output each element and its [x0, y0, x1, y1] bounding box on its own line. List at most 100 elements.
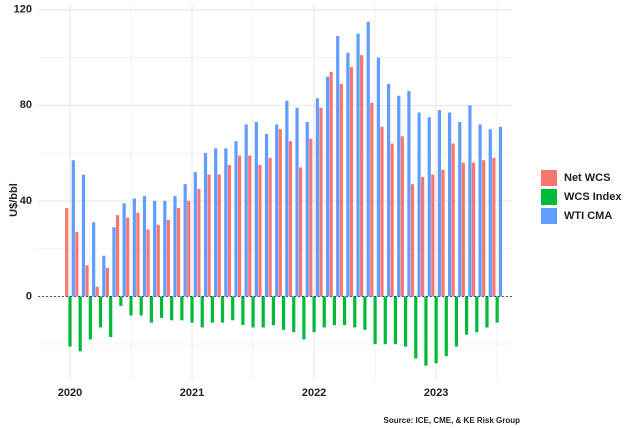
bar: [254, 122, 258, 297]
bar: [363, 296, 367, 330]
y-tick-label: 40: [20, 195, 32, 207]
bar: [299, 167, 303, 297]
bar: [454, 296, 459, 347]
bar: [119, 296, 123, 306]
bar: [71, 160, 75, 297]
bar: [376, 57, 380, 297]
bar: [319, 107, 323, 297]
bar: [380, 126, 384, 297]
bar: [139, 296, 143, 316]
bar: [498, 126, 503, 297]
bar: [309, 138, 313, 297]
bar: [203, 153, 208, 297]
bar: [400, 136, 404, 297]
bar: [421, 176, 425, 297]
bar: [404, 296, 408, 347]
bar: [112, 227, 116, 297]
bar: [275, 124, 279, 297]
bar: [227, 165, 232, 297]
bar: [495, 296, 499, 323]
bar: [132, 198, 136, 297]
legend-swatch: [541, 170, 557, 186]
bar: [417, 112, 421, 297]
bar: [142, 196, 147, 297]
bar: [102, 255, 106, 297]
bar: [85, 265, 89, 297]
bar: [373, 296, 377, 345]
bar: [441, 169, 445, 297]
bar: [292, 296, 296, 333]
bar: [329, 71, 333, 297]
bar: [126, 217, 130, 297]
bar: [434, 296, 438, 364]
bar: [288, 141, 293, 297]
bar: [156, 224, 160, 297]
bar: [237, 155, 242, 297]
bar: [488, 129, 492, 297]
bar: [197, 188, 201, 297]
bar: [180, 296, 184, 321]
bar: [271, 296, 275, 326]
legend-swatch: [541, 208, 557, 224]
bar: [88, 296, 92, 340]
bar: [302, 296, 306, 340]
bar: [115, 215, 120, 297]
bar: [98, 296, 103, 328]
bar: [339, 83, 343, 297]
bar: [210, 296, 214, 323]
bar: [342, 296, 347, 326]
bar: [278, 129, 282, 297]
bar: [349, 67, 354, 297]
bar: [153, 200, 157, 297]
bar: [200, 296, 204, 328]
bar: [325, 76, 330, 297]
y-tick-label: 0: [26, 290, 32, 302]
bar: [261, 296, 265, 328]
bar: [251, 296, 255, 328]
bar: [268, 157, 272, 297]
y-tick-label: 80: [20, 99, 32, 111]
bar: [383, 296, 387, 345]
bar: [315, 98, 319, 297]
bar: [146, 229, 150, 297]
bar: [214, 148, 218, 297]
bar: [414, 296, 418, 359]
y-axis-label: U$/bbl: [8, 183, 20, 217]
bar: [397, 95, 401, 297]
bar: [353, 296, 357, 328]
x-tick-label: 2022: [302, 387, 326, 399]
bar: [295, 107, 299, 297]
bar: [105, 267, 109, 297]
bar: [485, 296, 489, 328]
source-note: Source: ICE, CME, & KE Risk Group: [384, 416, 521, 425]
bar: [166, 219, 170, 297]
y-tick-label: 120: [14, 4, 32, 16]
bar: [447, 112, 452, 297]
bar: [217, 174, 221, 297]
bar: [458, 122, 462, 297]
bar: [281, 296, 286, 330]
bar: [193, 172, 197, 297]
bar: [78, 296, 82, 352]
bar: [183, 184, 187, 297]
bar: [431, 174, 435, 297]
bar: [224, 148, 228, 297]
bar: [370, 102, 374, 297]
bar: [109, 296, 113, 338]
bar: [190, 296, 194, 323]
legend-label: WCS Index: [564, 191, 622, 203]
legend-swatch: [541, 189, 557, 205]
bar: [366, 21, 370, 297]
bar: [207, 174, 211, 297]
bar: [231, 296, 235, 321]
bar: [356, 33, 360, 297]
x-tick-label: 2021: [180, 387, 204, 399]
bar: [437, 110, 442, 297]
bar: [68, 296, 72, 347]
bar: [424, 296, 428, 366]
bar: [444, 296, 448, 357]
bar: [234, 141, 238, 297]
bar: [122, 203, 126, 297]
legend-label: Net WCS: [564, 172, 610, 184]
